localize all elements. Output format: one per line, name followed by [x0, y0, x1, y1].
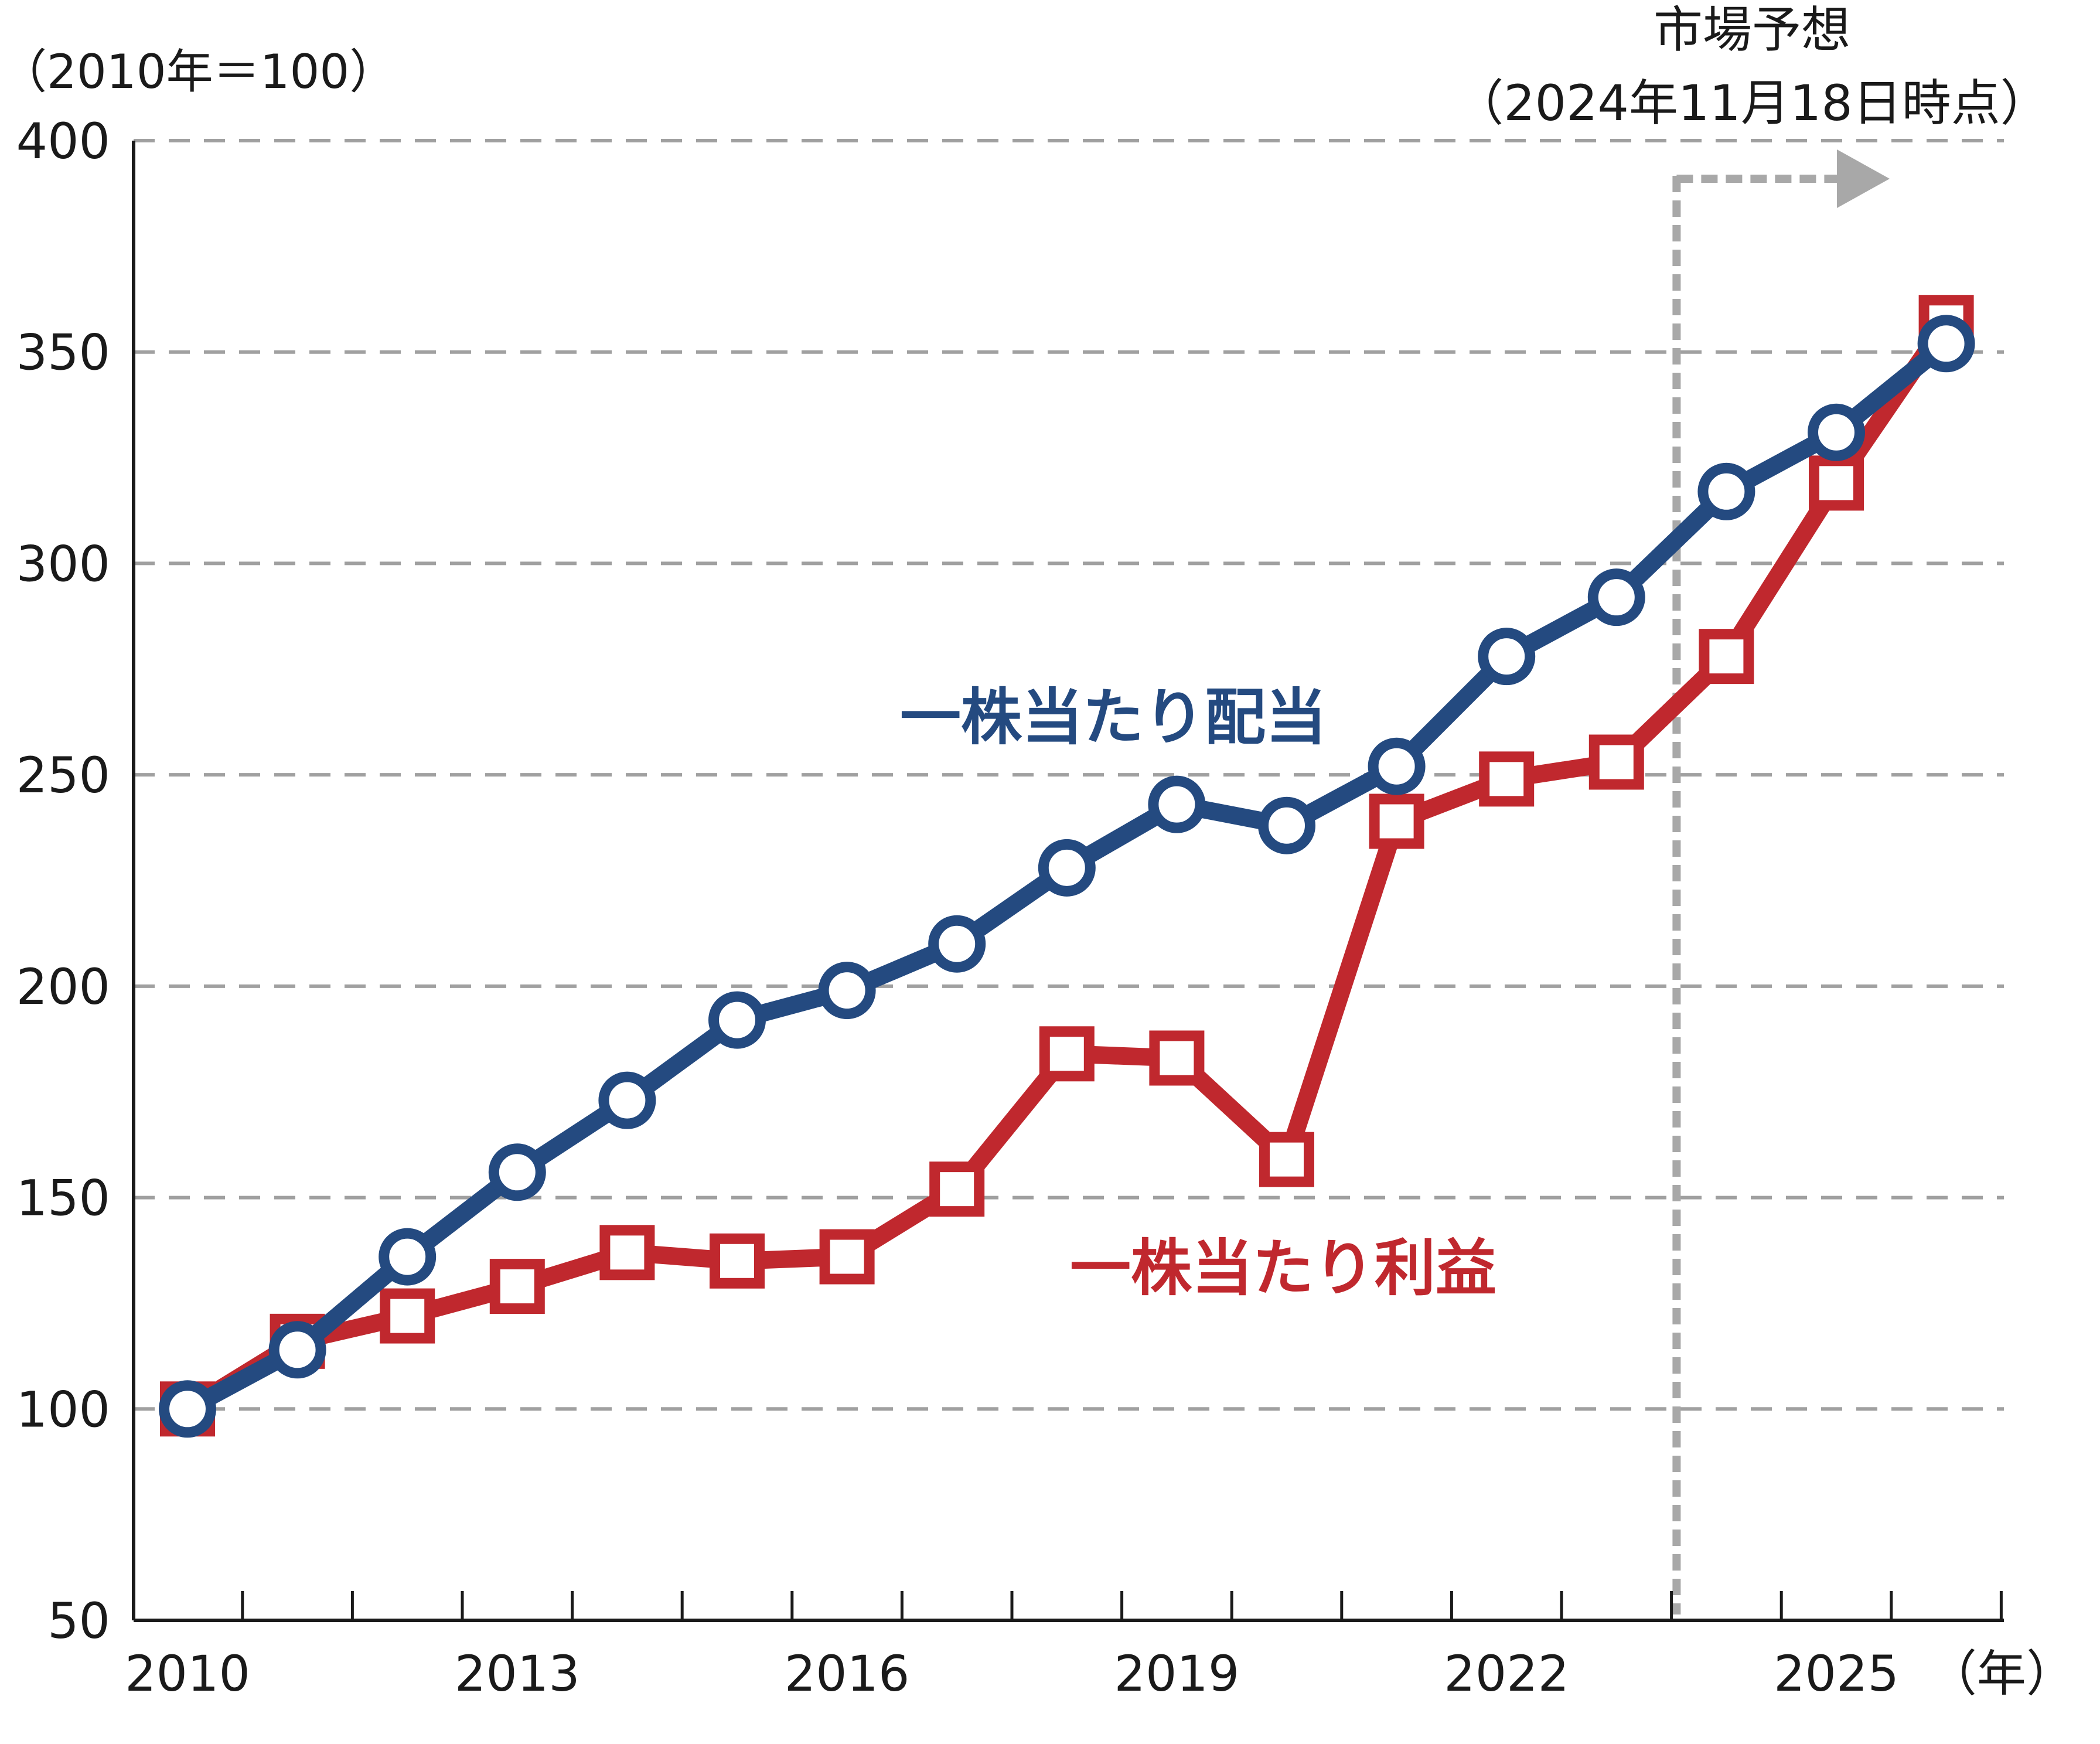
data-point-square: [1259, 1132, 1314, 1187]
y-tick-labels: 400 350 300 250 200 150 100 50: [16, 113, 110, 1650]
data-point-circle: [1587, 568, 1645, 626]
data-point-circle: [818, 962, 876, 1020]
y-tick-label: 300: [16, 535, 110, 592]
forecast-label-line1: 市場予想: [1654, 1, 1850, 59]
data-point-circle: [1368, 737, 1426, 795]
x-tick-label: 2010: [125, 1645, 250, 1702]
series-label-earnings: 一株当たり利益: [1070, 1232, 1496, 1304]
forecast-label-line2: （2024年11月18日時点）: [1454, 74, 2050, 132]
y-tick-label: 250: [16, 747, 110, 804]
forecast-arrow-icon: [1837, 149, 1890, 208]
series-dividend: [159, 315, 1975, 1438]
data-point-circle: [1917, 315, 1975, 373]
data-point-square: [1149, 1030, 1205, 1086]
data-point-circle: [1038, 839, 1096, 897]
data-point-square: [1369, 793, 1424, 849]
data-point-circle: [928, 915, 986, 973]
y-tick-label: 100: [16, 1381, 110, 1438]
data-point-circle: [159, 1380, 216, 1438]
y-tick-label: 200: [16, 958, 110, 1016]
y-unit-label: （2010年＝100）: [0, 45, 396, 99]
x-tick-label: 2013: [455, 1645, 580, 1702]
y-tick-label: 50: [47, 1592, 110, 1650]
data-point-square: [380, 1288, 435, 1344]
data-point-square: [929, 1161, 985, 1217]
data-point-square: [1039, 1026, 1095, 1082]
grid-lines: [134, 139, 2004, 1411]
data-point-square: [1699, 629, 1754, 684]
x-tick-label: 2025: [1774, 1645, 1899, 1702]
series-label-dividend: 一株当たり配当: [900, 682, 1327, 753]
x-tick-label: 2022: [1444, 1645, 1569, 1702]
data-point-circle: [379, 1228, 437, 1286]
forecast-marker: 市場予想 （2024年11月18日時点）: [1454, 1, 2050, 1614]
x-ticks: 2010 2013 2016 2019 2022 2025: [125, 1591, 2003, 1702]
data-point-square: [599, 1225, 655, 1280]
data-point-circle: [1478, 628, 1536, 686]
y-tick-label: 150: [16, 1170, 110, 1227]
data-point-square: [1588, 734, 1644, 790]
data-point-circle: [1258, 796, 1315, 854]
data-point-square: [1479, 751, 1535, 807]
data-point-circle: [1148, 775, 1206, 833]
data-point-square: [819, 1229, 875, 1285]
data-point-circle: [1808, 403, 1865, 461]
data-point-circle: [598, 1071, 656, 1129]
data-point-square: [710, 1233, 765, 1289]
y-tick-label: 350: [16, 324, 110, 382]
data-point-circle: [488, 1143, 546, 1201]
data-point-circle: [268, 1321, 326, 1379]
x-tick-label: 2016: [785, 1645, 910, 1702]
data-point-circle: [1697, 462, 1755, 520]
x-unit-label: （年）: [1928, 1645, 2075, 1702]
x-tick-label: 2019: [1114, 1645, 1240, 1702]
y-tick-label: 400: [16, 113, 110, 170]
axes: [132, 141, 2004, 1622]
data-point-square: [489, 1259, 545, 1314]
data-point-square: [1809, 455, 1864, 511]
data-point-circle: [708, 991, 766, 1049]
series-layer: [159, 295, 1975, 1438]
